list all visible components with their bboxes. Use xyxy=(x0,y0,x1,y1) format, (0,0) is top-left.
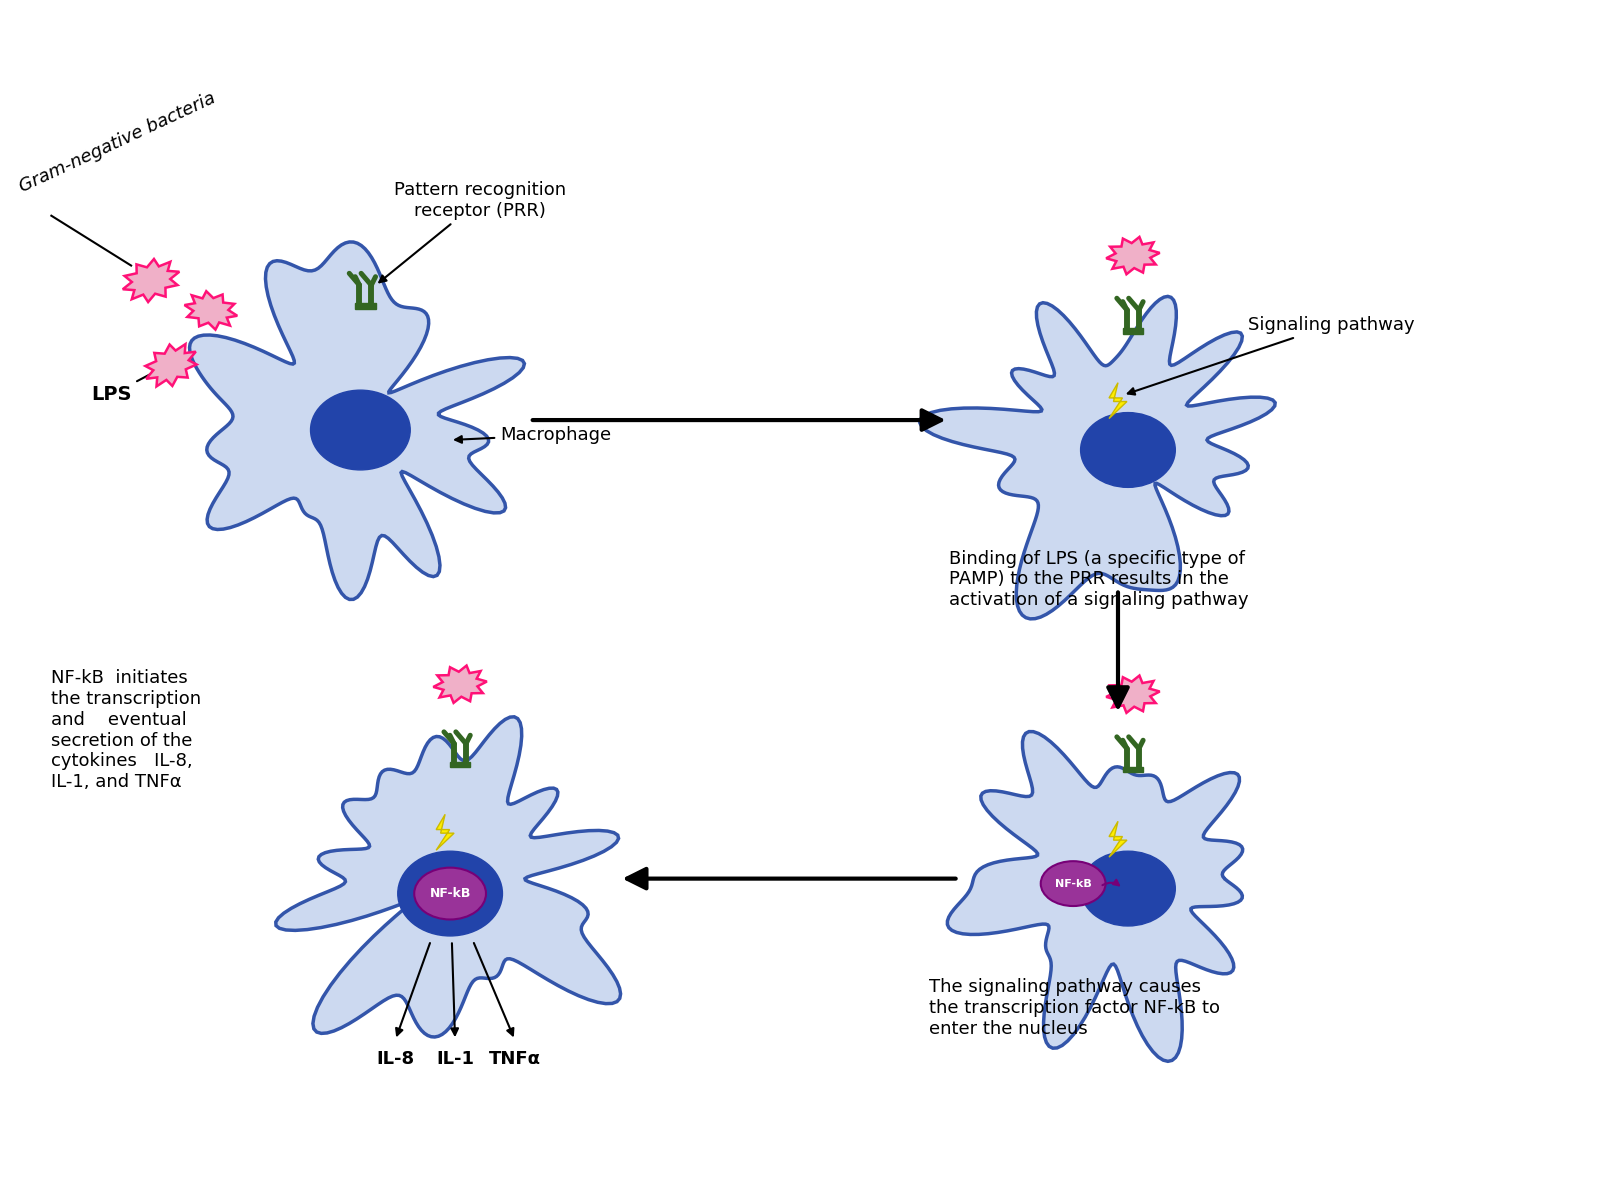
Bar xyxy=(355,303,376,309)
Ellipse shape xyxy=(1080,851,1175,926)
Text: Binding of LPS (a specific type of
PAMP) to the PRR results in the
activation of: Binding of LPS (a specific type of PAMP)… xyxy=(949,549,1248,609)
Polygon shape xyxy=(1106,675,1160,713)
Ellipse shape xyxy=(398,851,502,936)
Ellipse shape xyxy=(414,868,486,920)
Polygon shape xyxy=(433,665,487,703)
Ellipse shape xyxy=(1040,861,1106,906)
Polygon shape xyxy=(1106,237,1160,275)
Ellipse shape xyxy=(1080,412,1175,487)
Polygon shape xyxy=(145,344,197,386)
Text: NF-kB: NF-kB xyxy=(1055,879,1091,888)
Polygon shape xyxy=(190,242,524,600)
Polygon shape xyxy=(436,814,454,850)
Bar xyxy=(451,761,470,767)
Text: The signaling pathway causes
the transcription factor NF-kB to
enter the nucleus: The signaling pathway causes the transcr… xyxy=(928,978,1219,1038)
Text: Macrophage: Macrophage xyxy=(455,426,610,444)
Text: Gram-negative bacteria: Gram-negative bacteria xyxy=(16,89,219,195)
Polygon shape xyxy=(920,296,1275,619)
Text: IL-8: IL-8 xyxy=(376,1050,414,1068)
Text: Signaling pathway: Signaling pathway xyxy=(1128,317,1414,394)
Text: Pattern recognition
receptor (PRR): Pattern recognition receptor (PRR) xyxy=(379,181,566,282)
Text: LPS: LPS xyxy=(91,364,168,404)
Bar xyxy=(1123,327,1143,333)
Text: TNFα: TNFα xyxy=(489,1050,540,1068)
Polygon shape xyxy=(123,259,179,302)
Polygon shape xyxy=(276,717,620,1037)
Text: IL-1: IL-1 xyxy=(436,1050,475,1068)
Bar xyxy=(1123,766,1143,772)
Ellipse shape xyxy=(310,390,411,470)
Polygon shape xyxy=(948,731,1243,1061)
Polygon shape xyxy=(184,291,237,330)
Text: NF-kB: NF-kB xyxy=(430,887,471,900)
Polygon shape xyxy=(1109,382,1127,418)
Polygon shape xyxy=(1109,821,1127,857)
Text: NF-kB  initiates
the transcription
and    eventual
secretion of the
cytokines   : NF-kB initiates the transcription and ev… xyxy=(51,669,201,791)
